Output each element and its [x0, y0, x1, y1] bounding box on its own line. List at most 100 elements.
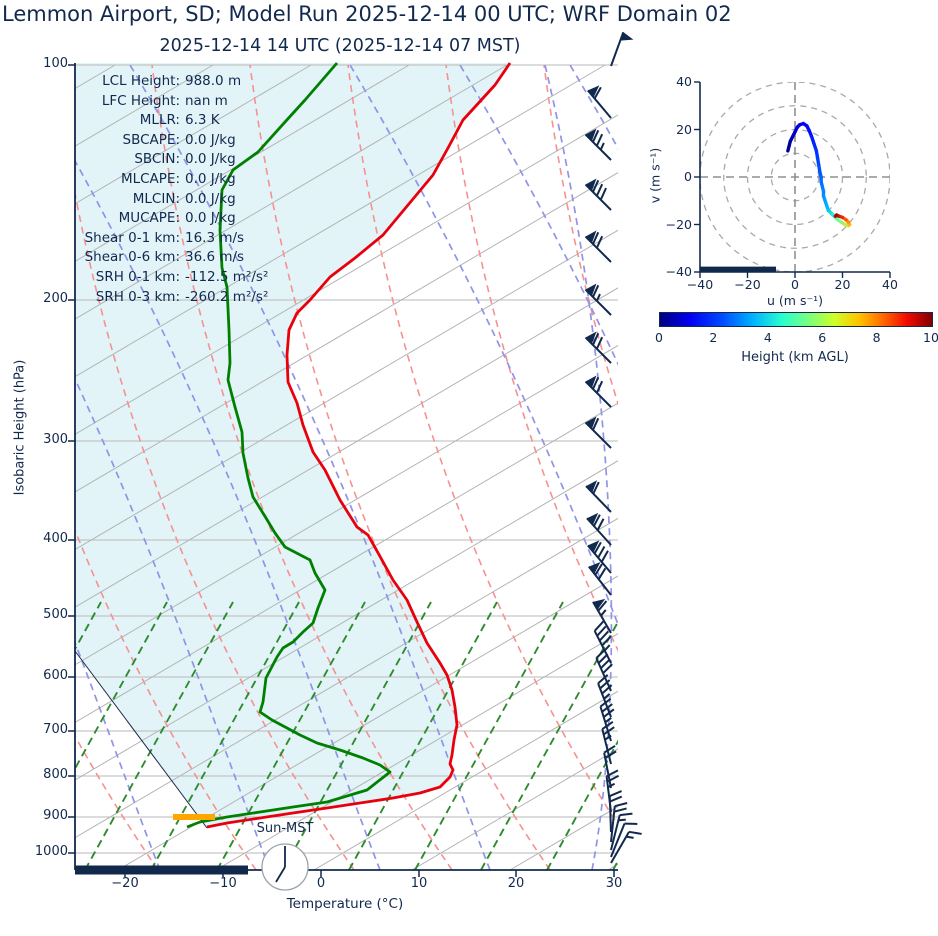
skewt-x-tick: 20 [507, 876, 525, 891]
stat-value: 0.0 J/kg [185, 210, 236, 227]
stat-label: MLCIN: [132, 190, 180, 207]
isotherm-line [75, 517, 618, 839]
isotherm-line [75, 64, 508, 320]
stat-row: LFC Height: nan m [60, 92, 268, 112]
hodograph-trace-segment [833, 213, 839, 218]
wind-barb-icon [610, 822, 638, 858]
stat-value: 0.0 J/kg [185, 151, 236, 168]
wind-barb-icon [610, 31, 634, 67]
isotherm-line [75, 64, 312, 205]
colorbar-tick: 8 [872, 330, 881, 345]
dry-adiabat-line [75, 527, 257, 870]
wind-barb-icon [587, 540, 612, 574]
stat-row: MLCIN: 0.0 J/kg [60, 190, 268, 210]
stat-row: Shear 0-1 km: 16.3 m/s [60, 229, 268, 249]
wind-barb-icon [610, 830, 642, 864]
stat-value: 0.0 J/kg [185, 170, 236, 187]
wind-barb-icon [599, 697, 615, 742]
wind-barb-icon [595, 648, 613, 692]
stat-row: MUCAPE: 0.0 J/kg [60, 209, 268, 229]
stat-value: -260.2 m²/s² [185, 288, 269, 305]
stat-label: LFC Height: [101, 92, 180, 109]
skewt-y-tick: 300 [43, 432, 68, 447]
stat-label: MLCAPE: [120, 170, 180, 187]
wind-barb-icon [584, 331, 612, 364]
dry-adiabat-line [347, 64, 618, 827]
skewt-y-tick: 700 [43, 722, 68, 737]
hodograph-y-tick: −20 [665, 216, 692, 232]
wind-barb-icon [610, 802, 628, 843]
dry-adiabat-line [75, 734, 159, 870]
colorbar-tick: 2 [709, 330, 718, 345]
colorbar-tick: 4 [763, 330, 772, 345]
hodograph-x-tick: −20 [734, 277, 761, 292]
isotherm-line [313, 690, 618, 870]
dry-adiabat-line [0, 65, 60, 870]
wind-barb-icon [603, 745, 617, 789]
wind-barb-icon [584, 375, 612, 408]
isotherm-line [75, 460, 618, 781]
stat-value: 988.0 m [185, 73, 242, 89]
stat-row: SRH 0-3 km: -260.2 m²/s² [60, 288, 269, 308]
skewt-y-tick: 100 [43, 56, 68, 71]
page-title: Lemmon Airport, SD; Model Run 2025-12-14… [2, 2, 732, 26]
hodograph-x-tick: 40 [882, 277, 898, 292]
height-colorbar [659, 312, 933, 327]
hodograph-x-axis-label: u (m s⁻¹) [767, 293, 823, 308]
wind-barb-column [584, 31, 642, 864]
moist-adiabat-line [544, 64, 613, 870]
stat-label: SBCAPE: [122, 131, 180, 148]
dry-adiabat-line [642, 65, 938, 870]
wind-barb-icon [584, 128, 612, 161]
moist-adiabat-line [569, 64, 618, 151]
skewt-background [0, 63, 938, 870]
stat-label: Shear 0-6 km: [84, 249, 180, 266]
wind-barb-icon [593, 620, 612, 664]
dry-adiabat-line [740, 65, 938, 870]
isotherm-line [75, 114, 618, 435]
skewt-x-tick: 10 [410, 876, 428, 891]
stat-label: MUCAPE: [118, 210, 180, 227]
isotherm-line [75, 344, 618, 666]
shaded-region [75, 63, 510, 827]
parcel-path-line [74, 650, 208, 829]
stat-label: MLLR: [139, 112, 180, 129]
stat-label: LCL Height: [102, 73, 180, 89]
wind-barb-icon [597, 674, 613, 718]
skewt-y-axis-label: Isobaric Height (hPa) [12, 359, 28, 496]
skewt-y-tick: 500 [43, 607, 68, 622]
skewt-x-tick: −10 [209, 876, 237, 891]
skewt-y-tick: 200 [43, 291, 68, 306]
hodograph-y-tick: 20 [676, 121, 692, 137]
skewt-y-tick: 600 [43, 668, 68, 683]
mixing-ratio-line [480, 619, 618, 870]
wind-barb-icon [584, 283, 612, 316]
moist-adiabat-line [75, 159, 381, 870]
moist-adiabat-line [75, 376, 271, 870]
isotherm-line [215, 633, 618, 870]
hodograph-range-ring [723, 105, 867, 249]
isotherm-line [411, 748, 618, 870]
hodograph-plot [700, 82, 890, 272]
wind-barb-icon [601, 720, 615, 765]
colorbar-tick: 0 [655, 330, 663, 345]
hodograph-x-tick: −40 [686, 277, 714, 292]
skewt-y-tick: 800 [43, 767, 68, 782]
skewt-x-tick: 30 [605, 876, 623, 891]
wind-barb-icon [588, 562, 612, 596]
wind-barb-icon [592, 598, 612, 634]
stat-row: SBCIN: 0.0 J/kg [60, 150, 268, 170]
wind-barb-icon [584, 178, 612, 211]
colorbar-tick: 6 [818, 330, 827, 345]
hodograph-x-tick: 20 [834, 277, 851, 292]
stat-label: Shear 0-1 km: [84, 229, 180, 246]
skewt-x-tick: 0 [316, 876, 326, 891]
dewpoint-curve [186, 62, 392, 829]
hodograph-y-tick: 0 [684, 169, 692, 184]
wind-barb-icon [584, 416, 612, 449]
stat-value: 36.6 m/s [185, 249, 245, 266]
stat-label: SRH 0-1 km: [95, 268, 180, 285]
moist-adiabat-line [129, 64, 491, 870]
